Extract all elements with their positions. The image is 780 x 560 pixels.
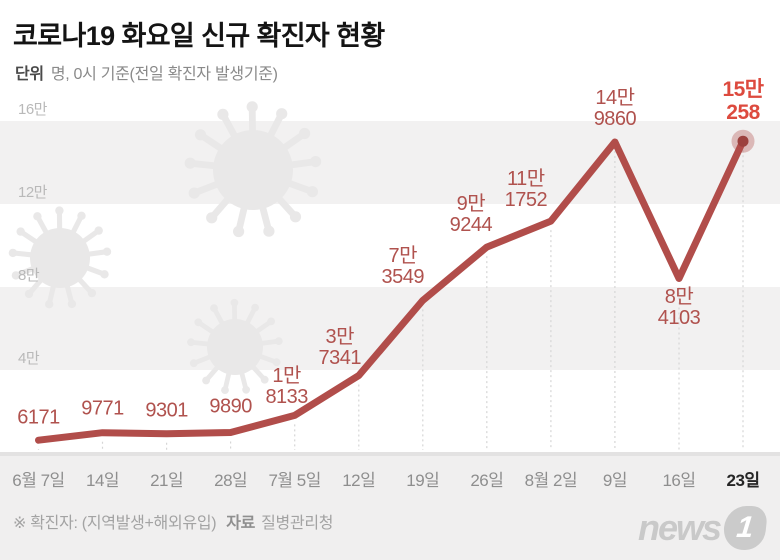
data-label-line: 9301 [145, 399, 188, 422]
x-axis-label: 12일 [342, 471, 376, 490]
x-axis-label: 16일 [662, 471, 696, 490]
x-axis-label: 28일 [214, 471, 248, 490]
x-axis-label: 26일 [470, 471, 504, 490]
grid-band [0, 287, 780, 370]
y-axis-tick-label: 12만 [18, 184, 48, 201]
data-label: 9301 [145, 400, 188, 421]
data-label: 8만 4103 [658, 287, 701, 329]
data-label-line: 8만 [664, 286, 694, 309]
source-label: 자료 [226, 515, 256, 532]
data-label-line: 4103 [657, 307, 701, 330]
data-label-line: 11만 [507, 168, 545, 191]
unit-label: 단위 [15, 66, 44, 83]
x-axis-band: 6월 7일 14일 21일 28일 7월 5일 12일 19일 26일 8월 2일 9일 16일 23… [0, 452, 780, 560]
data-label: 9만 9244 [450, 194, 493, 236]
data-label-line: 7341 [318, 346, 362, 369]
virus-decoration-icon [187, 298, 283, 394]
chart-subtitle: 단위 명, 0시 기준(전일 확진자 발생기준) [15, 60, 278, 84]
y-axis-tick-label: 4만 [18, 350, 40, 367]
news1-logo-numeral-icon: 1 [721, 506, 769, 550]
x-axis-label: 8월 2일 [524, 471, 578, 490]
page-title: 코로나19 화요일 신규 확진자 현황 [13, 21, 385, 51]
data-label-line: 6171 [17, 406, 60, 429]
footer-note: ※ 확진자: (지역발생+해외유입) 자료 질병관리청 [13, 509, 334, 533]
x-axis-label: 21일 [150, 471, 184, 490]
y-axis-tick-label: 16만 [18, 101, 48, 118]
data-label: 1만 8133 [265, 366, 308, 408]
data-label-highlighted: 15만 258 [722, 78, 764, 125]
news1-logo: news 1 [637, 506, 769, 550]
y-axis-tick-label: 8만 [18, 267, 40, 284]
data-label: 7만 3549 [382, 246, 425, 288]
data-label-line: 8133 [265, 386, 308, 409]
data-label-line: 1만 [272, 365, 301, 388]
data-label-line: 15만 [722, 78, 764, 102]
data-label-line: 14만 [595, 87, 635, 110]
data-label: 9890 [209, 395, 252, 418]
data-label-line: 9890 [209, 395, 252, 418]
footer-note-text: ※ 확진자: (지역발생+해외유입) [13, 515, 217, 532]
data-line [35, 137, 747, 444]
virus-decoration-icon [8, 206, 112, 309]
x-axis-label: 14일 [86, 471, 120, 490]
data-label: 3만 7341 [318, 325, 362, 369]
data-label: 6171 [17, 406, 60, 429]
data-label: 11만 1752 [505, 169, 548, 211]
data-label-line: 3549 [381, 266, 425, 289]
x-axis-label: 23일 [726, 471, 761, 490]
data-label: 9771 [81, 398, 124, 419]
last-point-marker [737, 135, 749, 147]
x-axis-label: 7월 5일 [268, 471, 321, 490]
news1-logo-text: news [637, 507, 722, 548]
x-axis-label: 6월 7일 [12, 471, 65, 490]
source-name: 질병관리청 [261, 515, 334, 532]
unit-text: 명, 0시 기준(전일 확진자 발생기준) [50, 66, 278, 83]
data-label-line: 7만 [388, 245, 418, 268]
virus-decoration-icon [184, 101, 322, 238]
grid-band [0, 121, 780, 204]
data-label-line: 3만 [325, 325, 355, 348]
x-axis-label: 9일 [602, 471, 628, 490]
data-label-line: 9771 [81, 397, 124, 420]
data-label-line: 9만 [456, 193, 486, 216]
data-label-line: 9860 [593, 108, 637, 131]
data-label: 14만 9860 [594, 88, 637, 130]
data-label-line: 1752 [504, 189, 548, 212]
data-label-line: 9244 [449, 214, 493, 237]
x-axis-label: 19일 [406, 471, 440, 490]
data-label-line: 258 [726, 101, 760, 125]
